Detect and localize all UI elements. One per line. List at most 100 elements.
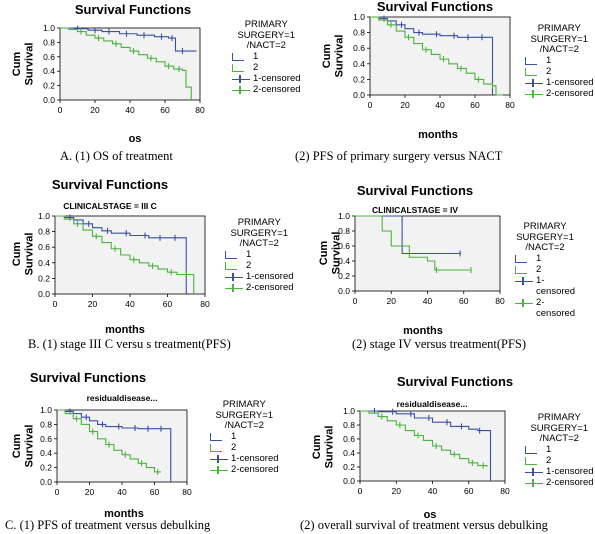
legend-item-label: 2 xyxy=(246,259,252,271)
y-tick-label: 0.2 xyxy=(338,271,350,281)
legend-item-label: 2-censored xyxy=(546,87,594,99)
panel-c1-legend: PRIMARY SURGERY=1 /NACT=2 1 2 1-censored… xyxy=(210,399,279,476)
x-axis-label: months xyxy=(403,325,443,337)
y-tick-label: 0.0 xyxy=(338,286,350,296)
x-axis-label: months xyxy=(418,129,458,141)
x-tick-label: 20 xyxy=(387,296,397,306)
x-tick-label: 20 xyxy=(85,487,95,497)
survival-curve-series-1 xyxy=(57,409,172,482)
caption-b2: (2) stage IV versus treatment(PFS) xyxy=(352,337,527,351)
y-axis-label: CumSurvival xyxy=(11,233,36,276)
legend-title-line3: /NACT=2 xyxy=(539,433,579,444)
y-axis-label-line: Survival xyxy=(23,233,35,276)
panel-c1-chart: Survival Functionsresidualdisease...0.00… xyxy=(11,370,192,520)
step-line-icon xyxy=(515,255,527,263)
x-tick-label: 60 xyxy=(160,105,170,115)
chart-title: Survival Functions xyxy=(357,183,473,198)
y-axis-label: CumSurvival xyxy=(318,232,343,275)
survival-curve-series-2 xyxy=(370,16,503,96)
y-axis-label-line: Cum xyxy=(11,434,23,459)
step-line-icon xyxy=(525,457,537,465)
y-tick-label: 0.6 xyxy=(338,241,350,251)
plot-area xyxy=(56,409,188,483)
y-tick-label: 0.4 xyxy=(343,448,355,458)
plot-area xyxy=(59,27,201,101)
y-tick-label: 1.0 xyxy=(43,23,55,33)
legend-item-1: 1 xyxy=(515,253,575,265)
legend-title-line2: SURGERY=1 xyxy=(237,29,296,41)
y-tick-label: 0.6 xyxy=(40,434,52,444)
x-tick-label: 0 xyxy=(53,299,58,309)
legend-item-1: 1 xyxy=(525,55,594,67)
censor-plus-icon xyxy=(525,468,543,476)
x-tick-label: 40 xyxy=(125,105,135,115)
y-tick-label: 0.8 xyxy=(343,420,355,430)
legend-item-1-censored: 1-censored xyxy=(225,271,294,283)
legend-item-2-censored: 2-censored xyxy=(232,84,301,96)
legend-title-line1: PRIMARY xyxy=(222,399,266,410)
y-axis-label-line: Survival xyxy=(330,232,342,275)
y-tick-label: 0.8 xyxy=(40,419,52,429)
legend-item-label: 2 xyxy=(546,454,552,466)
x-tick-label: 60 xyxy=(464,486,474,496)
chart-title: Survival Functions xyxy=(52,177,168,192)
legend-item-label: 1 xyxy=(253,50,259,62)
caption-a2: (2) PFS of primary surgery versus NACT xyxy=(295,149,503,163)
chart-subtitle: residualdisease... xyxy=(397,399,468,409)
censor-plus-icon xyxy=(525,90,543,98)
y-tick-label: 0.8 xyxy=(38,227,50,237)
legend-item-label: censored xyxy=(536,307,576,319)
y-tick-label: 0.4 xyxy=(353,59,365,69)
legend-title-line3: /NACT=2 xyxy=(224,420,264,431)
y-tick-label: 1.0 xyxy=(338,211,350,221)
legend-item-label: 1 xyxy=(231,430,237,442)
legend-item-1-censored: 1-censored xyxy=(210,453,279,465)
step-line-icon xyxy=(232,64,244,72)
step-line-icon xyxy=(210,433,222,441)
x-tick-label: 40 xyxy=(117,487,127,497)
survival-curve-series-2 xyxy=(55,215,195,294)
y-tick-label: 0.4 xyxy=(38,258,50,268)
censor-plus-icon xyxy=(232,75,250,83)
x-tick-label: 60 xyxy=(470,100,480,110)
legend-item-1: 1 xyxy=(232,50,301,63)
y-tick-label: 1.0 xyxy=(343,406,355,416)
x-tick-label: 60 xyxy=(150,487,160,497)
caption-c2: (2) overall survival of treatment versus… xyxy=(300,518,548,532)
censor-plus-icon xyxy=(210,466,228,474)
y-axis-label-line: Survival xyxy=(23,425,35,468)
legend-item-2: 2 xyxy=(515,264,575,276)
legend-item-1-censored-cont: censored xyxy=(515,286,575,298)
legend-item-1: 1 xyxy=(225,248,294,261)
step-line-icon xyxy=(525,446,537,454)
legend-item-label: 2 xyxy=(253,61,259,73)
y-tick-label: 0.6 xyxy=(38,242,50,252)
censor-plus-icon xyxy=(232,86,250,94)
legend-title-line3: /NACT=2 xyxy=(246,40,286,51)
legend-title-line3: /NACT=2 xyxy=(239,238,279,249)
legend-title-line2: SURGERY=1 xyxy=(530,33,589,45)
y-axis-label-line: Survival xyxy=(323,426,335,469)
step-line-icon xyxy=(515,266,527,274)
x-tick-label: 80 xyxy=(195,105,205,115)
legend-item-2-censored-cont: censored xyxy=(515,307,576,320)
survival-curve-series-1 xyxy=(60,27,197,52)
chart-title: Survival Functions xyxy=(377,0,493,14)
panel-a2-legend: PRIMARY SURGERY=1 /NACT=2 1 2 1-censored… xyxy=(525,23,594,100)
x-axis-label: os xyxy=(129,133,142,145)
y-tick-label: 0.0 xyxy=(353,90,365,100)
y-tick-label: 0.0 xyxy=(38,289,50,299)
y-axis-label: CumSurvival xyxy=(311,426,336,469)
chart-title: Survival Functions xyxy=(30,370,146,385)
y-axis-label-line: Cum xyxy=(311,435,323,460)
step-line-icon xyxy=(210,444,222,452)
x-tick-label: 0 xyxy=(358,486,363,496)
x-tick-label: 80 xyxy=(200,299,210,309)
survival-curve-series-2 xyxy=(360,410,488,467)
y-tick-label: 0.4 xyxy=(43,66,55,76)
x-tick-label: 20 xyxy=(90,105,100,115)
legend-title-line1: PRIMARY xyxy=(537,23,581,34)
censor-plus-icon xyxy=(210,455,228,463)
censor-plus-icon xyxy=(525,479,543,487)
legend-item-label: 1 xyxy=(246,248,252,260)
